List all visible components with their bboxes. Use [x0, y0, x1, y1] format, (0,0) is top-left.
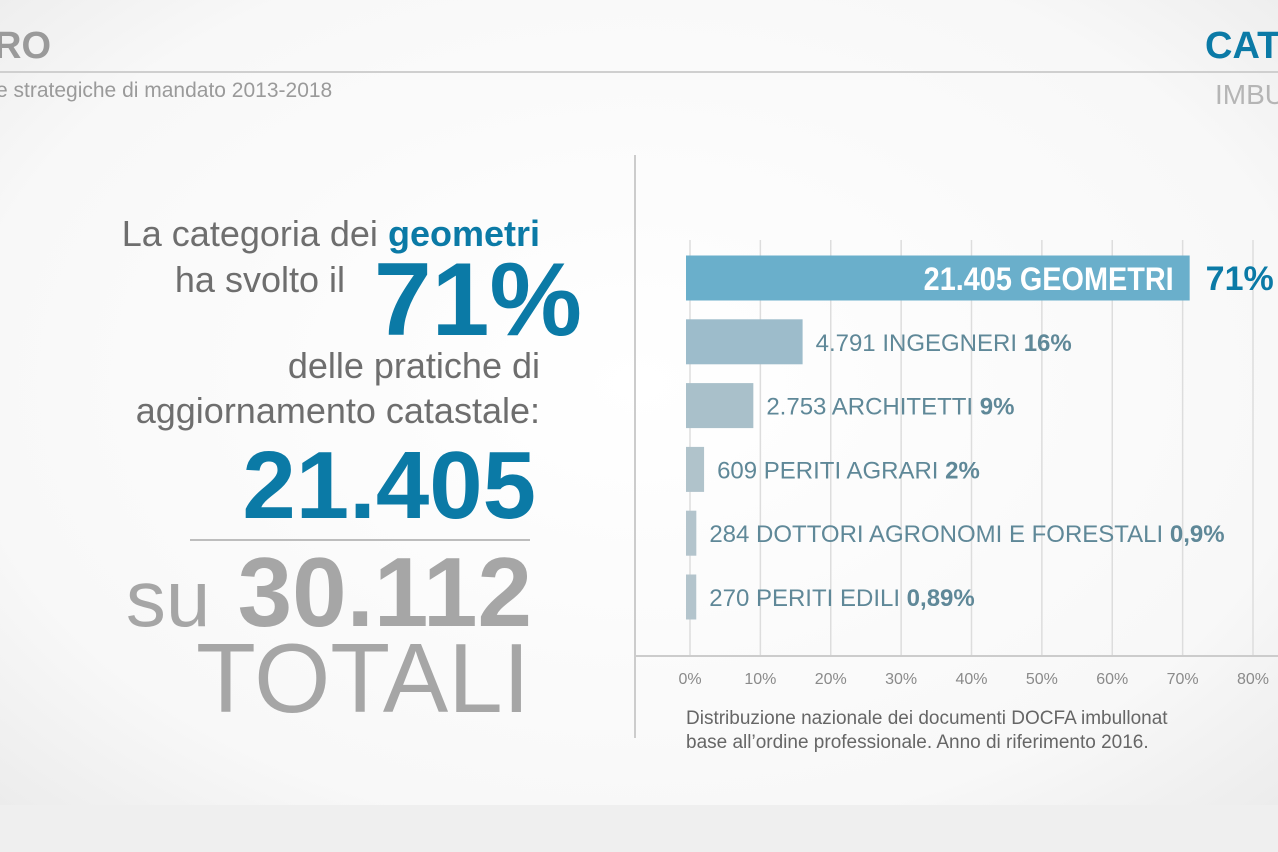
bar-label: 609 PERITI AGRARI 2% — [717, 457, 980, 484]
intro-line: aggiornamento catastale: — [136, 390, 540, 431]
bar — [686, 446, 705, 492]
value-label: 2% — [945, 457, 980, 484]
x-tick-label: 20% — [815, 671, 847, 688]
value-label: 16% — [1024, 330, 1072, 357]
x-tick-label: 10% — [744, 671, 776, 688]
bar-category: 284 DOTTORI AGRONOMI E FORESTALI — [709, 521, 1163, 548]
bar-label: 2.753 ARCHITETTI 9% — [766, 394, 1014, 421]
intro-totali: TOTALI — [196, 623, 530, 733]
bar-label: 4.791 INGEGNERI 16% — [816, 330, 1072, 357]
chart-caption: Distribuzione nazionale dei documenti DO… — [686, 708, 1168, 729]
bar — [686, 510, 697, 556]
bar-category: 2.753 ARCHITETTI — [766, 394, 973, 421]
bar-label: 21.405 GEOMETRI — [924, 261, 1174, 297]
intro-line: ha svolto il — [175, 259, 345, 300]
intro-count: 21.405 — [242, 432, 536, 539]
x-tick-label: 30% — [885, 671, 917, 688]
intro-text: La categoria dei — [122, 213, 378, 254]
x-tick-label: 40% — [955, 671, 987, 688]
footer-band — [0, 805, 1278, 852]
x-tick-label: 60% — [1096, 671, 1128, 688]
bar — [686, 255, 1190, 301]
intro-line: delle pratiche di — [288, 345, 540, 386]
bar-label: 284 DOTTORI AGRONOMI E FORESTALI 0,9% — [709, 521, 1224, 548]
bar-label: 270 PERITI EDILI 0,89% — [709, 585, 974, 612]
bar — [686, 383, 754, 429]
bar-category: 4.791 INGEGNERI — [816, 330, 1017, 357]
header-title: RO — [0, 25, 51, 67]
intro-total-number: 30.112 — [238, 537, 532, 647]
x-tick-label: 50% — [1026, 671, 1058, 688]
bar — [686, 319, 803, 365]
value-label: 0,9% — [1170, 521, 1225, 548]
brand-title: CAT — [1205, 25, 1278, 67]
intro-total: su 30.112 — [126, 537, 532, 647]
header-subtitle: e strategiche di mandato 2013-2018 — [0, 79, 332, 102]
intro-percent: 71% — [374, 242, 582, 358]
x-tick-label: 0% — [678, 671, 701, 688]
brand-subtitle: IMBU — [1215, 79, 1278, 110]
bar-category: 609 PERITI AGRARI — [717, 457, 938, 484]
intro-highlight: geometri — [388, 213, 540, 254]
bar — [686, 574, 697, 620]
intro-su: su — [126, 554, 211, 643]
value-label: 9% — [980, 394, 1015, 421]
intro-line: La categoria dei geometri — [122, 213, 540, 254]
chart-caption: base all’ordine professionale. Anno di r… — [686, 732, 1149, 753]
value-label: 71% — [1206, 260, 1274, 298]
x-tick-label: 70% — [1167, 671, 1199, 688]
x-tick-label: 80% — [1237, 671, 1269, 688]
bar-category: 270 PERITI EDILI — [709, 585, 900, 612]
value-label: 0,89% — [907, 585, 975, 612]
